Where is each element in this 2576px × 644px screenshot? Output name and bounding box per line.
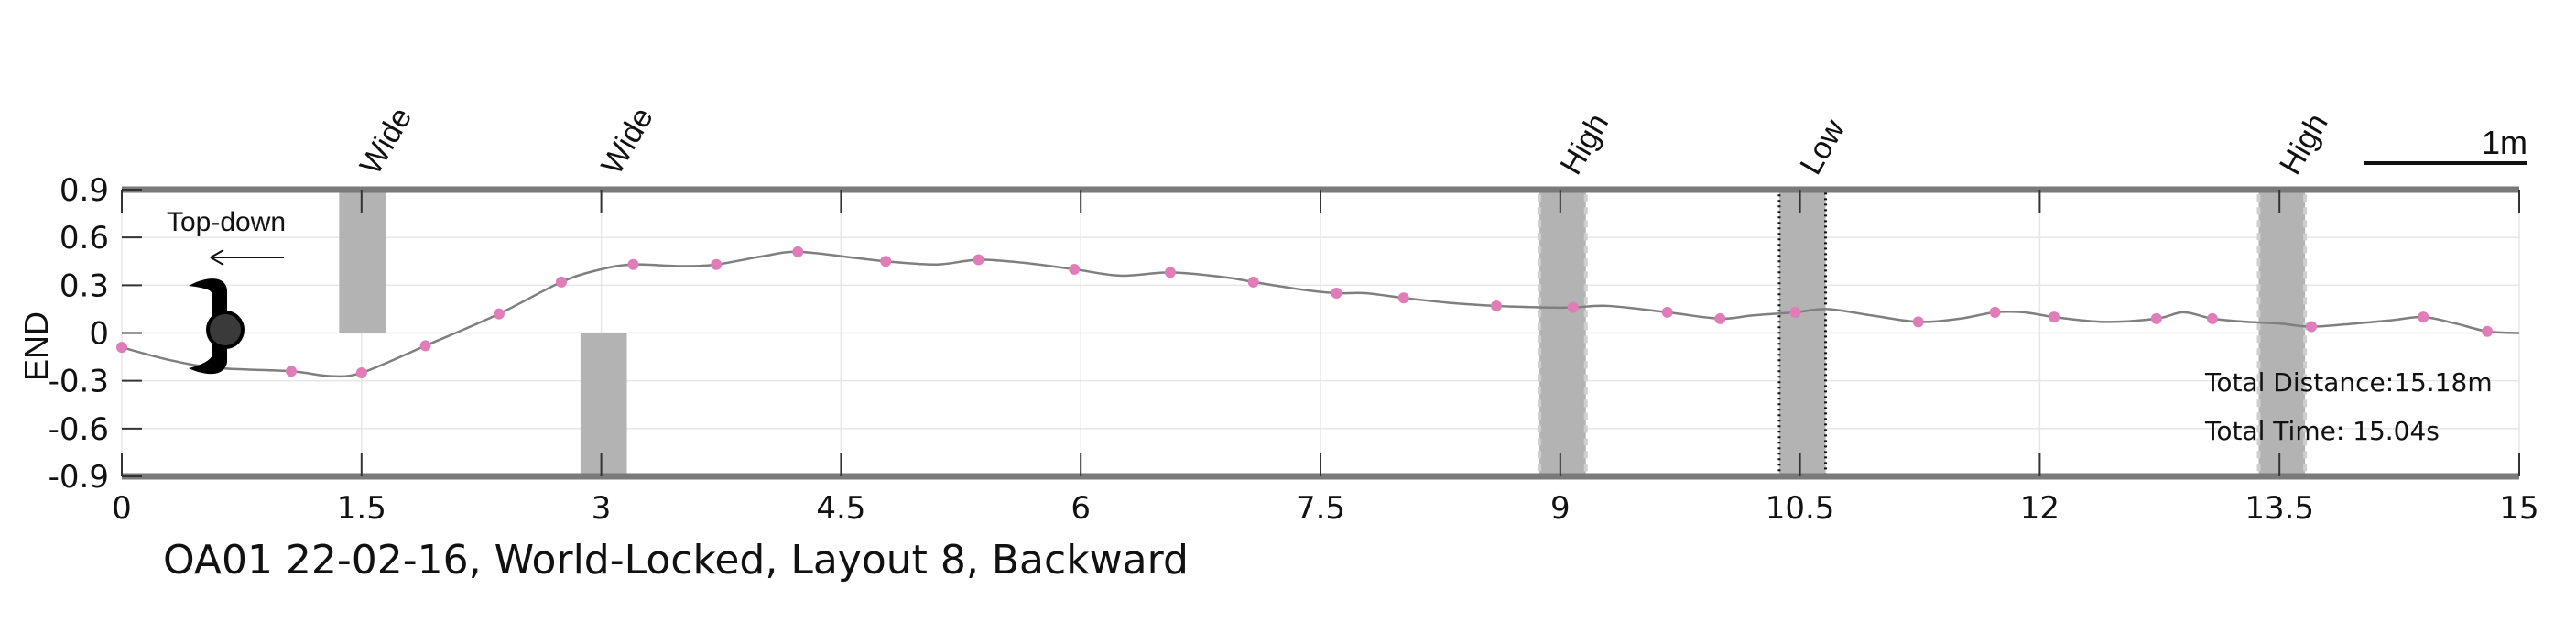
- x-tick-label: 12: [2020, 490, 2060, 527]
- chart-caption: OA01 22-02-16, World-Locked, Layout 8, B…: [163, 537, 1189, 584]
- trajectory-marker: [711, 258, 723, 270]
- x-tick-label: 9: [1550, 490, 1571, 527]
- trajectory-marker: [1247, 276, 1259, 288]
- trajectory-marker: [880, 256, 892, 267]
- scale-bar-label: 1m: [2482, 124, 2527, 161]
- x-tick-label: 7.5: [1296, 490, 1345, 527]
- trajectory-marker: [1789, 306, 1801, 318]
- obstacle-label: Wide: [353, 102, 419, 180]
- y-tick-label: 0: [89, 316, 109, 353]
- obstacle-label: High: [1553, 107, 1615, 180]
- obstacle-high: [2256, 188, 2308, 478]
- y-tick-label: 0.3: [60, 267, 109, 304]
- x-tick-label: 0: [112, 490, 132, 527]
- y-tick-label: -0.6: [49, 411, 109, 448]
- grid-layer: [121, 189, 2520, 477]
- trajectory-marker: [1397, 292, 1409, 304]
- obstacle-label: High: [2273, 107, 2335, 180]
- trajectory-marker: [493, 308, 505, 320]
- y-axis-ticks: 0.9 0.6 0.3 0 -0.3 -0.6 -0.9: [49, 172, 142, 496]
- trajectory-marker: [2150, 312, 2162, 324]
- trajectory-marker: [286, 366, 298, 377]
- y-tick-label: 0.9: [60, 172, 109, 209]
- scale-bar: 1m: [2364, 124, 2527, 165]
- trajectory-marker: [627, 258, 639, 270]
- trajectory-marker: [2049, 311, 2060, 323]
- trajectory-marker-layer: [116, 246, 2494, 378]
- x-tick-label: 4.5: [816, 490, 865, 527]
- x-tick-label: 3: [592, 490, 612, 527]
- obstacle-low: [1777, 188, 1828, 478]
- trajectory-marker: [1490, 300, 1502, 311]
- total-distance-note: Total Distance:15.18m: [2204, 367, 2493, 398]
- total-time-note: Total Time: 15.04s: [2204, 416, 2440, 446]
- trajectory-marker: [792, 246, 804, 257]
- trajectory-marker: [419, 340, 431, 352]
- x-tick-label: 1.5: [337, 490, 386, 527]
- y-tick-label: -0.9: [49, 459, 109, 496]
- x-axis-ticks: 0 1.5 3 4.5 6 7.5 9 10.5 12 13.5 15: [112, 190, 2539, 527]
- obstacle-high: [1538, 188, 1588, 478]
- trajectory-marker: [1069, 263, 1081, 275]
- obstacle-label: Wide: [594, 102, 660, 180]
- trajectory-marker: [1714, 312, 1726, 324]
- trajectory-marker: [1912, 316, 1924, 328]
- obstacle-wide: [580, 333, 627, 476]
- top-down-inset: Top-down: [167, 207, 286, 375]
- trajectory-marker: [2306, 321, 2318, 333]
- x-tick-label: 6: [1071, 490, 1091, 527]
- trajectory-marker: [2482, 325, 2494, 337]
- y-axis-label: END: [17, 311, 55, 381]
- trajectory-line-layer: [121, 250, 2520, 378]
- x-tick-label: 15: [2499, 490, 2538, 527]
- top-down-label: Top-down: [167, 207, 286, 237]
- trajectory-marker: [1567, 301, 1579, 313]
- walker-icon: [189, 278, 245, 375]
- x-tick-label: 10.5: [1766, 490, 1835, 527]
- trajectory-marker: [1331, 288, 1342, 300]
- trajectory-marker: [555, 276, 567, 288]
- trajectory-marker: [1164, 267, 1176, 278]
- trajectory-marker: [1661, 306, 1673, 318]
- obstacle-label: Low: [1793, 114, 1852, 180]
- trajectory-marker: [2418, 311, 2429, 323]
- trajectory-marker: [973, 254, 984, 266]
- trajectory-line: [121, 250, 2520, 378]
- trajectory-marker: [355, 366, 367, 378]
- trajectory-marker: [1989, 306, 2001, 318]
- y-tick-label: -0.3: [49, 364, 109, 400]
- y-tick-label: 0.6: [60, 220, 109, 257]
- left-arrow-icon: [210, 249, 284, 266]
- trajectory-marker: [2206, 312, 2218, 324]
- obstacle-label-layer: Wide Wide High Low High: [353, 102, 2335, 180]
- obstacle-wide: [339, 190, 386, 333]
- trajectory-marker: [116, 342, 127, 354]
- x-tick-label: 13.5: [2244, 490, 2314, 527]
